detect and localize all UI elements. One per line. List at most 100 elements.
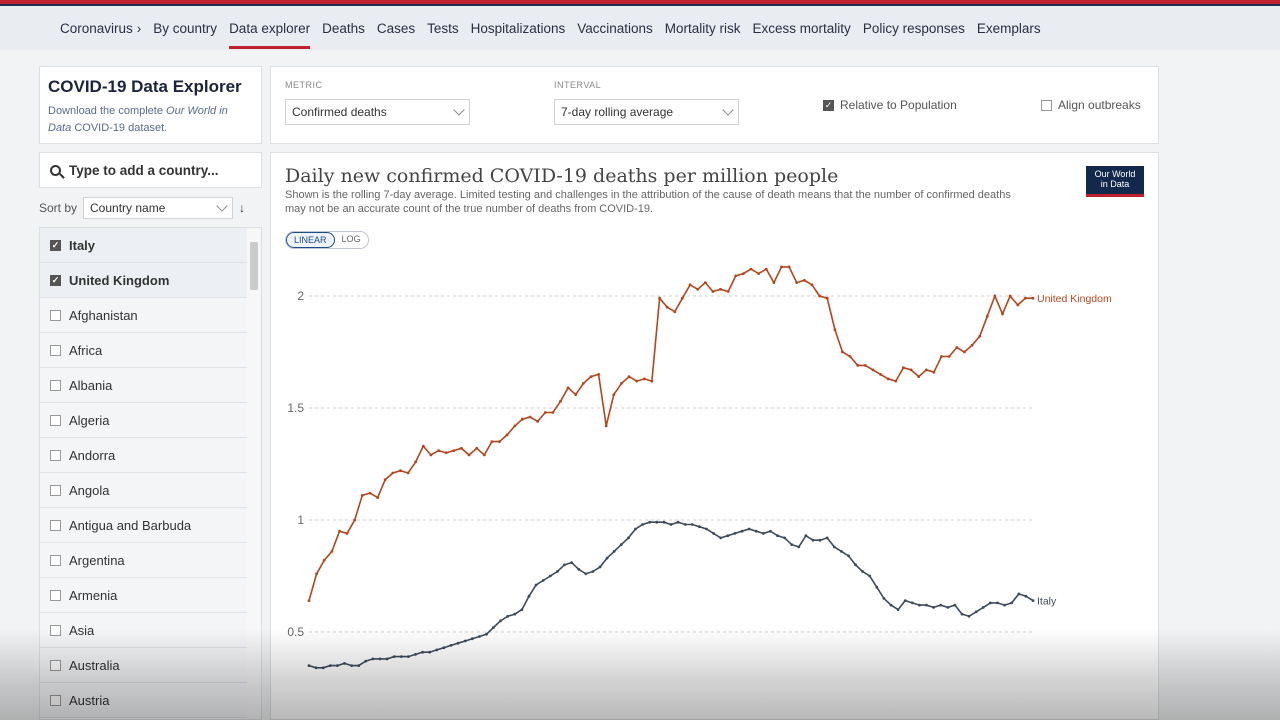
checkbox-unchecked-icon[interactable] [50,659,61,671]
nav-item-exemplars[interactable]: Exemplars [976,20,1041,36]
nav-item-hospitalizations[interactable]: Hospitalizations [470,20,566,36]
interval-label: INTERVAL [554,80,602,90]
country-row[interactable]: Austria [40,683,247,718]
country-row[interactable]: Algeria [40,403,247,438]
y-tick-label: 0.5 [287,625,304,639]
interval-select[interactable]: 7-day rolling average [554,99,739,125]
data-point [910,601,914,605]
dataset-link[interactable]: Our World in Data [48,105,228,134]
country-row[interactable]: Australia [40,648,247,683]
checkbox-checked-icon[interactable]: ✓ [50,239,61,251]
nav-item-policy-responses[interactable]: Policy responses [862,20,965,36]
country-name: Australia [69,657,120,673]
country-row[interactable]: Africa [40,333,247,368]
data-point [460,446,463,450]
metric-label: METRIC [285,80,323,90]
metric-select[interactable]: Confirmed deaths [285,99,470,125]
country-name: Africa [69,342,103,358]
data-point [442,646,446,650]
data-point [970,343,974,347]
checkbox-unchecked-icon[interactable] [50,344,61,356]
nav-item-deaths[interactable]: Deaths [322,20,365,36]
data-point [534,583,538,587]
country-search[interactable]: Type to add a country... [39,152,262,188]
data-point [634,527,637,531]
checkbox-checked-icon[interactable]: ✓ [50,274,61,286]
data-point [856,364,860,367]
country-name: United Kingdom [69,272,170,288]
data-point [726,534,730,538]
series-line [308,521,1034,669]
data-point [1003,603,1006,607]
data-point [406,471,410,475]
data-point [577,567,581,571]
country-row[interactable]: Angola [40,473,247,508]
sort-select[interactable]: Country name [83,197,234,219]
scrollbar-thumb[interactable] [250,242,258,290]
checkbox-unchecked-icon[interactable] [50,449,61,461]
country-row[interactable]: Argentina [40,543,247,578]
country-row[interactable]: ✓ United Kingdom [40,263,247,298]
data-point [470,637,474,641]
data-point [795,281,799,284]
data-point [641,523,644,526]
nav-item-by-country[interactable]: By country [153,20,218,36]
data-point [490,440,494,443]
checkbox-unchecked-icon[interactable] [50,694,61,706]
country-name: Argentina [69,552,125,568]
data-point [360,494,364,497]
chart-subtitle: Shown is the rolling 7-day average. Limi… [285,189,1011,216]
country-row[interactable]: Albania [40,368,247,403]
chart-title: Daily new confirmed COVID-19 deaths per … [285,165,839,187]
nav-item-tests[interactable]: Tests [427,20,459,36]
checkbox-unchecked-icon[interactable] [50,589,61,601]
data-point [825,536,829,540]
controls-bar: METRIC Confirmed deaths INTERVAL 7-day r… [270,66,1159,144]
checkbox-checked-icon[interactable]: ✓ [823,99,834,111]
data-point [321,666,325,670]
checkbox-unchecked-icon[interactable] [50,484,61,496]
country-row[interactable]: ✓ Italy [40,228,247,263]
country-row[interactable]: Andorra [40,438,247,473]
data-point [818,294,821,298]
nav-item-excess-mortality[interactable]: Excess mortality [752,20,851,36]
sort-order-icon[interactable]: ↓ [239,201,246,215]
data-point [350,664,353,667]
data-point [811,538,815,542]
checkbox-unchecked-icon[interactable] [50,379,61,391]
nav-item-mortality-risk[interactable]: Mortality risk [664,20,741,36]
country-row[interactable]: Asia [40,613,247,648]
data-point [414,653,417,656]
y-tick-label: 1.5 [287,401,304,415]
data-point [478,635,481,638]
data-point [783,536,786,540]
data-point [584,572,588,576]
nav-item-data-explorer[interactable]: Data explorer [229,20,311,49]
data-point [456,641,460,645]
checkbox-unchecked-icon[interactable] [50,554,61,566]
align-outbreaks-option[interactable]: Align outbreaks [1041,98,1141,112]
data-point [444,451,448,455]
nav-item-vaccinations[interactable]: Vaccinations [577,20,653,36]
owid-logo[interactable]: Our World in Data [1086,166,1144,197]
relative-to-population-option[interactable]: ✓ Relative to Population [823,98,957,112]
country-row[interactable]: Armenia [40,578,247,613]
scale-log-button[interactable]: LOG [341,234,361,244]
nav-root-coronavirus[interactable]: Coronavirus › [60,21,141,36]
data-point [960,612,964,616]
country-row[interactable]: Afghanistan [40,298,247,333]
checkbox-unchecked-icon[interactable] [50,414,61,426]
data-point [772,281,776,284]
checkbox-unchecked-icon[interactable] [50,519,61,531]
chevron-down-icon [216,200,228,212]
explorer-brand-card: COVID-19 Data Explorer Download the comp… [39,66,262,144]
checkbox-unchecked-icon[interactable] [50,624,61,636]
nav-item-cases[interactable]: Cases [376,20,416,36]
country-row[interactable]: Antigua and Barbuda [40,508,247,543]
scale-linear-button[interactable]: LINEAR [286,232,335,248]
checkbox-unchecked-icon[interactable] [50,309,61,321]
series-label: United Kingdom [1037,293,1112,305]
country-list-scrollbar[interactable] [247,228,261,719]
checkbox-unchecked-icon[interactable] [1041,99,1052,111]
data-point [574,393,578,396]
